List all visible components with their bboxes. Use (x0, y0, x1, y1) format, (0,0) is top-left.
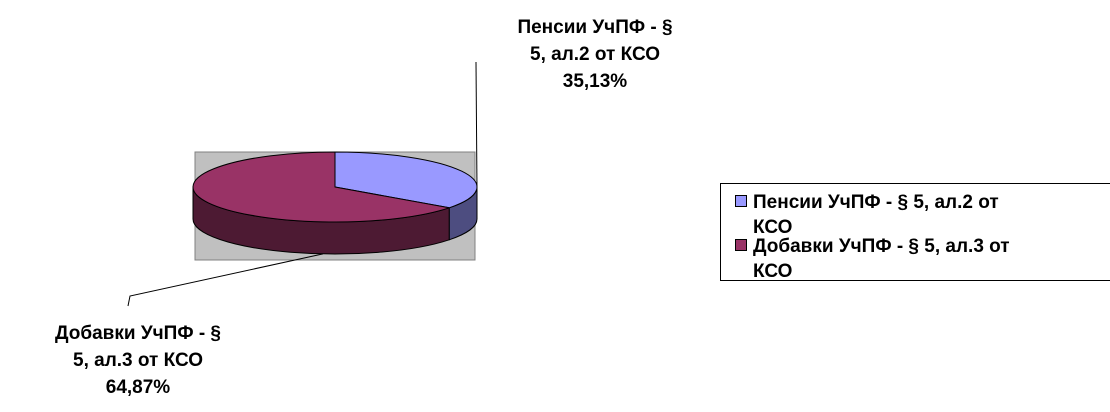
legend-label-dobavki: Добавки УчПФ - § 5, ал.3 от КСО (735, 234, 1110, 281)
leader-line-slice-2 (127, 253, 324, 307)
data-label-slice-2-line-2: 5, ал.3 от КСО (73, 350, 203, 371)
data-label-slice-1-percent: 35,13% (562, 71, 628, 92)
data-label-slice-2: Добавки УчПФ - § 5, ал.3 от КСО 64,87% (4, 320, 272, 401)
legend-label-dobavki-line-1: Добавки УчПФ - § 5, ал.3 от (753, 236, 1010, 257)
legend-item-dobavki: Добавки УчПФ - § 5, ал.3 от КСО (735, 234, 1110, 281)
legend-label-pensii: Пенсии УчПФ - § 5, ал.2 от КСО (735, 190, 1110, 240)
data-label-slice-1-line-1: Пенсии УчПФ - § (517, 17, 673, 38)
legend-swatch-dobavki (735, 239, 747, 251)
legend: Пенсии УчПФ - § 5, ал.2 от КСО Добавки У… (720, 183, 1110, 281)
data-label-slice-1: Пенсии УчПФ - § 5, ал.2 от КСО 35,13% (466, 14, 724, 95)
legend-label-pensii-line-1: Пенсии УчПФ - § 5, ал.2 от (753, 192, 999, 213)
data-label-slice-2-percent: 64,87% (105, 377, 171, 398)
data-label-slice-1-line-2: 5, ал.2 от КСО (530, 44, 660, 65)
legend-label-dobavki-line-2: КСО (753, 261, 793, 281)
pie-slice-2 (192, 151, 450, 223)
legend-label-pensii-line-2: КСО (753, 217, 793, 238)
legend-item-pensii: Пенсии УчПФ - § 5, ал.2 от КСО (735, 190, 1110, 240)
pie-slice-1 (334, 151, 478, 209)
leader-line-slice-1 (475, 61, 478, 188)
data-label-slice-2-line-1: Добавки УчПФ - § (55, 323, 221, 344)
legend-swatch-pensii (735, 195, 747, 207)
